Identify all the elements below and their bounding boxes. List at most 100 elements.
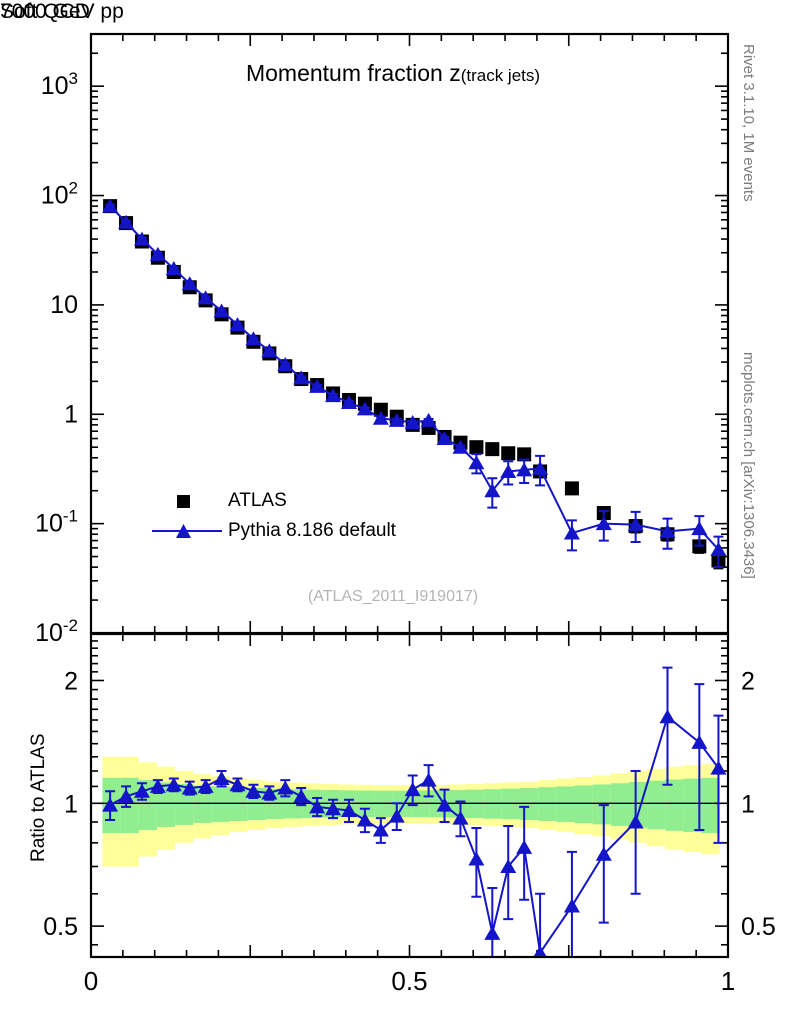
main-series-1-marker bbox=[229, 317, 246, 332]
main-series-1-marker bbox=[563, 525, 580, 540]
ratio-series-0-marker bbox=[181, 780, 198, 795]
ratio-series-0-errorbar bbox=[662, 666, 673, 786]
main-series-1-marker bbox=[500, 463, 517, 478]
ratio-series-0-marker bbox=[102, 797, 119, 812]
ratio-band-inner bbox=[683, 778, 702, 833]
ratio-series-0-marker bbox=[372, 822, 389, 837]
ratio-series-0-marker bbox=[213, 771, 230, 786]
main-series-1-marker bbox=[532, 460, 549, 475]
ratio-series-0-marker bbox=[452, 810, 469, 825]
ratio-band-inner bbox=[520, 788, 539, 821]
ratio-series-0-marker bbox=[309, 799, 326, 814]
ratio-series-0-errorbar bbox=[566, 850, 577, 956]
main-series-0-group bbox=[103, 199, 726, 570]
main-series-1-marker bbox=[691, 521, 708, 536]
main-series-1-marker bbox=[484, 483, 501, 498]
ratio-series-0-errorbar bbox=[713, 714, 724, 844]
ratio-band-inner bbox=[628, 781, 648, 828]
ratio-series-0-marker bbox=[420, 772, 437, 787]
ratio-series-0-marker bbox=[245, 783, 262, 798]
ratio-series-0-group bbox=[102, 666, 727, 956]
ratio-series-0-marker bbox=[500, 858, 517, 873]
ratio-series-0-marker bbox=[133, 783, 150, 798]
ratio-band-inner bbox=[556, 786, 575, 822]
ratio-series-0-marker bbox=[293, 788, 310, 803]
main-series-0-marker bbox=[373, 402, 388, 417]
legend-label-pythia: Pythia 8.186 default bbox=[228, 520, 396, 541]
legend-marker-triangle bbox=[150, 520, 224, 542]
main-ytick-label: 10 bbox=[50, 291, 78, 319]
ratio-band-inner bbox=[211, 786, 230, 822]
main-series-1-marker bbox=[452, 439, 469, 454]
ratio-xtick-label: 0 bbox=[84, 966, 98, 996]
main-series-1-marker bbox=[213, 303, 230, 318]
main-series-1-marker bbox=[102, 198, 119, 213]
ratio-series-0-errorbar bbox=[630, 769, 641, 895]
main-series-1-marker bbox=[516, 462, 533, 477]
ratio-ytick-label-left: 1 bbox=[64, 790, 78, 818]
ratio-series-0-marker bbox=[165, 777, 182, 792]
ratio-xtick-label: 1 bbox=[721, 966, 735, 996]
ratio-series-0-marker bbox=[484, 925, 501, 940]
ratio-series-0-marker bbox=[436, 797, 453, 812]
ratio-series-0-marker bbox=[404, 782, 421, 797]
ratio-series-0-marker bbox=[691, 734, 708, 749]
main-series-0-marker bbox=[485, 442, 500, 457]
ratio-series-0-marker bbox=[710, 760, 727, 775]
ratio-series-0-marker bbox=[118, 788, 135, 803]
analysis-watermark: (ATLAS_2011_I919017) bbox=[307, 588, 479, 605]
ratio-xtick-label: 0.5 bbox=[391, 966, 427, 996]
main-series-1-marker bbox=[404, 415, 421, 430]
ratio-ytick-label-right: 1 bbox=[741, 790, 755, 818]
ratio-series-0-marker bbox=[261, 785, 278, 800]
main-series-1-marker bbox=[293, 370, 310, 385]
header-right: Soft QCD bbox=[0, 0, 90, 23]
main-series-1-marker bbox=[149, 246, 166, 261]
ratio-uncertainty-bands bbox=[102, 756, 720, 867]
ratio-series-0-marker bbox=[229, 777, 246, 792]
main-series-1-marker bbox=[388, 412, 405, 427]
ratio-ytick-label-left: 2 bbox=[64, 667, 78, 695]
main-ytick-label: 10-1 bbox=[35, 507, 78, 538]
main-series-1-marker bbox=[309, 378, 326, 393]
ratio-band-inner bbox=[538, 787, 557, 821]
legend: ATLAS Pythia 8.186 default bbox=[150, 486, 396, 546]
ratio-series-0-marker bbox=[340, 803, 357, 818]
ratio-band-inner bbox=[665, 779, 684, 831]
ratio-series-0-marker bbox=[468, 851, 485, 866]
ratio-band-inner bbox=[610, 783, 629, 826]
main-ytick-label: 10-2 bbox=[35, 616, 78, 647]
main-series-0-marker bbox=[564, 481, 579, 496]
ratio-ytick-label-right: 0.5 bbox=[741, 913, 776, 941]
main-series-1-marker bbox=[133, 231, 150, 246]
ratio-series-0-marker bbox=[595, 846, 612, 861]
ratio-series-0-marker bbox=[277, 780, 294, 795]
ratio-series-0-marker bbox=[563, 898, 580, 913]
ratio-band-inner bbox=[574, 785, 593, 824]
main-series-1-group bbox=[102, 198, 727, 569]
main-series-1-marker bbox=[436, 431, 453, 446]
ratio-series-0-errorbar bbox=[487, 886, 498, 956]
ratio-series-0-marker bbox=[325, 801, 342, 816]
main-series-1-marker bbox=[710, 542, 727, 557]
main-series-1-marker bbox=[340, 395, 357, 410]
main-series-1-marker bbox=[356, 401, 373, 416]
main-series-1-line bbox=[109, 205, 720, 551]
ratio-series-0-marker bbox=[197, 778, 214, 793]
main-series-1-marker bbox=[420, 412, 437, 427]
ratio-band-inner bbox=[193, 785, 212, 823]
plot-title-main: Momentum fraction z bbox=[245, 60, 461, 86]
ratio-band-inner bbox=[701, 777, 720, 834]
main-series-0-marker bbox=[501, 446, 516, 461]
main-series-1-marker bbox=[468, 455, 485, 470]
ratio-series-0-marker bbox=[149, 778, 166, 793]
ratio-ytick-label-left: 0.5 bbox=[43, 913, 78, 941]
main-series-1-marker bbox=[181, 276, 198, 291]
ratio-series-0-errorbar bbox=[535, 892, 546, 956]
ratio-series-0-marker bbox=[388, 808, 405, 823]
main-series-1-marker bbox=[325, 388, 342, 403]
ratio-series-0-marker bbox=[516, 839, 533, 854]
legend-marker-square bbox=[150, 490, 224, 512]
legend-item-atlas: ATLAS bbox=[150, 486, 396, 516]
